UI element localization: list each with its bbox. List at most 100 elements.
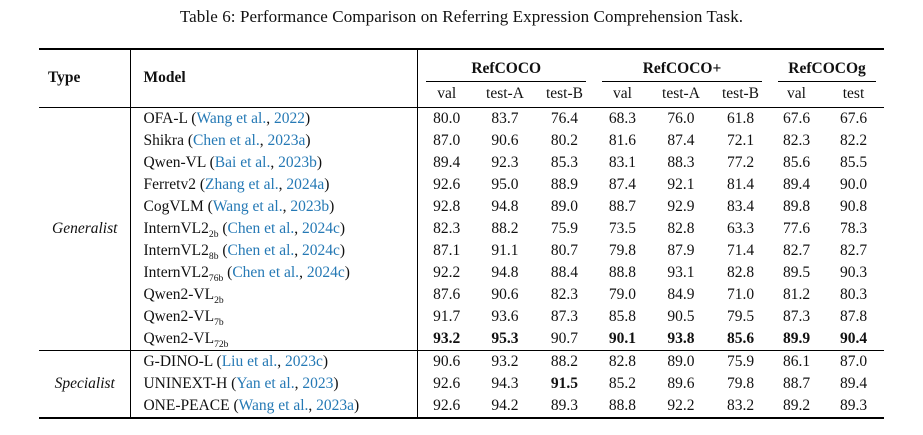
model-size-subscript: 8b bbox=[208, 250, 219, 262]
metric-value: 83.4 bbox=[726, 197, 755, 215]
table-row: Generalist OFA-L (Wang et al., 2022) 80.0 8… bbox=[38, 107, 884, 350]
metric-value: 84.9 bbox=[667, 285, 695, 303]
citation-author-link[interactable]: Wang et al. bbox=[238, 396, 309, 414]
metric-value: 91.7 bbox=[433, 307, 461, 325]
metric-value: 89.4 bbox=[782, 175, 811, 193]
table-row: InternVL28b (Chen et al., 2024c) 87.1 91.1… bbox=[39, 239, 884, 262]
model-name-text: Qwen2-VL bbox=[143, 329, 215, 347]
metric-value: 79.8 bbox=[726, 374, 755, 392]
model-name-text: Qwen2-VL bbox=[143, 307, 215, 325]
model-name: InternVL276b (Chen et al., 2024c) bbox=[130, 261, 419, 284]
model-name: OFA-L (Wang et al., 2022) bbox=[130, 107, 419, 130]
model-name-text: G-DINO-L bbox=[143, 352, 213, 370]
citation-year-link[interactable]: 2023a bbox=[316, 396, 355, 414]
metric-value: 81.4 bbox=[726, 175, 755, 193]
metric-value: 79.8 bbox=[608, 241, 637, 259]
citation-year-link[interactable]: 2023a bbox=[267, 131, 306, 149]
citation-author-link[interactable]: Liu et al. bbox=[221, 352, 278, 370]
citation-year-link[interactable]: 2023b bbox=[290, 197, 330, 215]
model-size-subscript: 72b bbox=[214, 338, 229, 350]
metric-value: 83.7 bbox=[491, 109, 519, 127]
citation-author-link[interactable]: Yan et al. bbox=[236, 374, 295, 392]
metric-value: 88.7 bbox=[608, 197, 637, 215]
metric-value: 82.8 bbox=[726, 263, 755, 281]
metric-value: 89.8 bbox=[782, 197, 811, 215]
metric-value: 90.6 bbox=[491, 131, 519, 149]
model-name: InternVL28b (Chen et al., 2024c) bbox=[130, 239, 419, 262]
metric-value: 85.6 bbox=[726, 329, 755, 347]
citation-author-link[interactable]: Bai et al. bbox=[214, 153, 271, 171]
metric-value: 94.3 bbox=[491, 374, 519, 392]
model-name: Qwen2-VL72b bbox=[130, 327, 419, 350]
metric-value: 80.0 bbox=[433, 109, 461, 127]
metric-value: 95.3 bbox=[491, 329, 519, 347]
metric-value: 82.3 bbox=[433, 219, 461, 237]
metric-value: 87.0 bbox=[433, 131, 461, 149]
citation-year-link[interactable]: 2023 bbox=[302, 374, 334, 392]
citation-year-link[interactable]: 2024c bbox=[306, 263, 345, 281]
table-row: Qwen2-VL72b 93.2 95.3 90.7 90.1 93.8 85.6 89.9 9… bbox=[39, 327, 884, 350]
citation-year-link[interactable]: 2024c bbox=[302, 241, 340, 259]
metric-value: 61.8 bbox=[726, 109, 755, 127]
metric-value: 89.2 bbox=[782, 396, 811, 414]
model-name: CogVLM (Wang et al., 2023b) bbox=[130, 195, 419, 218]
metric-value: 76.0 bbox=[667, 109, 695, 127]
metric-value: 72.1 bbox=[726, 131, 755, 149]
model-name-text: InternVL2 bbox=[143, 219, 209, 237]
metric-value: 89.4 bbox=[839, 374, 868, 392]
metric-value: 75.9 bbox=[710, 349, 771, 373]
metric-value: 89.6 bbox=[667, 374, 695, 392]
metric-value: 92.3 bbox=[491, 153, 519, 171]
metric-value: 88.8 bbox=[608, 263, 637, 281]
citation-author-link[interactable]: Chen et al. bbox=[227, 219, 295, 237]
metric-value: 87.9 bbox=[667, 241, 695, 259]
citation-year-link[interactable]: 2024c bbox=[302, 219, 340, 237]
metric-value: 82.2 bbox=[839, 131, 868, 149]
metric-value: 85.5 bbox=[839, 153, 868, 171]
metric-value: 87.3 bbox=[550, 307, 579, 325]
model-name: Qwen-VL (Bai et al., 2023b) bbox=[130, 151, 419, 174]
citation-year-link[interactable]: 2023b bbox=[278, 153, 317, 171]
metric-value: 92.8 bbox=[433, 197, 461, 215]
citation-author-link[interactable]: Wang et al. bbox=[212, 197, 283, 215]
metric-value: 68.3 bbox=[608, 109, 637, 127]
model-name-text: Qwen-VL bbox=[143, 153, 206, 171]
table-row: CogVLM (Wang et al., 2023b) 92.8 94.8 89.0 8… bbox=[39, 195, 884, 218]
citation-author-link[interactable]: Chen et al. bbox=[232, 263, 300, 281]
metric-value: 63.3 bbox=[726, 219, 755, 237]
model-size-subscript: 2b bbox=[214, 294, 224, 306]
results-table: Type Model RefCOCO RefCOCO+ RefCOCOg val… bbox=[38, 48, 885, 419]
metric-value: 88.7 bbox=[782, 374, 811, 392]
model-name-text: UNINEXT-H bbox=[143, 374, 228, 392]
model-name-text: Qwen2-VL bbox=[143, 285, 215, 303]
model-name: InternVL22b (Chen et al., 2024c) bbox=[130, 217, 419, 240]
table-row: Shikra (Chen et al., 2023a) 87.0 90.6 80.2 8… bbox=[39, 129, 884, 152]
table-row: InternVL276b (Chen et al., 2024c) 92.2 94.… bbox=[39, 261, 884, 284]
column-header-refcocoplus-testa: test-A bbox=[650, 82, 711, 108]
metric-value: 80.2 bbox=[550, 131, 579, 149]
metric-value: 90.3 bbox=[839, 263, 868, 281]
metric-value: 75.9 bbox=[550, 219, 579, 237]
table-row: InternVL22b (Chen et al., 2024c) 82.3 88.2… bbox=[39, 217, 884, 240]
citation-author-link[interactable]: Chen et al. bbox=[193, 131, 260, 149]
metric-value: 82.8 bbox=[667, 219, 695, 237]
metric-value: 82.3 bbox=[782, 131, 811, 149]
citation-author-link[interactable]: Zhang et al. bbox=[205, 175, 279, 193]
model-name: Qwen2-VL2b bbox=[130, 283, 419, 306]
header-group-row: Type Model RefCOCO RefCOCO+ RefCOCOg bbox=[38, 49, 884, 108]
metric-value: 92.9 bbox=[667, 197, 695, 215]
column-header-refcocog-val: val bbox=[770, 82, 824, 108]
metric-value: 93.2 bbox=[474, 349, 535, 373]
metric-value: 80.3 bbox=[839, 285, 868, 303]
metric-value: 81.2 bbox=[782, 285, 811, 303]
metric-value: 93.1 bbox=[667, 263, 695, 281]
citation-year-link[interactable]: 2022 bbox=[273, 109, 305, 127]
citation-author-link[interactable]: Chen et al. bbox=[227, 241, 295, 259]
citation-year-link[interactable]: 2023c bbox=[284, 352, 323, 370]
model-name: ONE-PEACE (Wang et al., 2023a) bbox=[130, 394, 419, 418]
citation-author-link[interactable]: Wang et al. bbox=[196, 109, 267, 127]
model-name: Ferretv2 (Zhang et al., 2024a) bbox=[130, 173, 419, 196]
metric-value: 83.2 bbox=[726, 396, 755, 414]
citation-year-link[interactable]: 2024a bbox=[286, 175, 325, 193]
metric-value: 80.7 bbox=[550, 241, 579, 259]
